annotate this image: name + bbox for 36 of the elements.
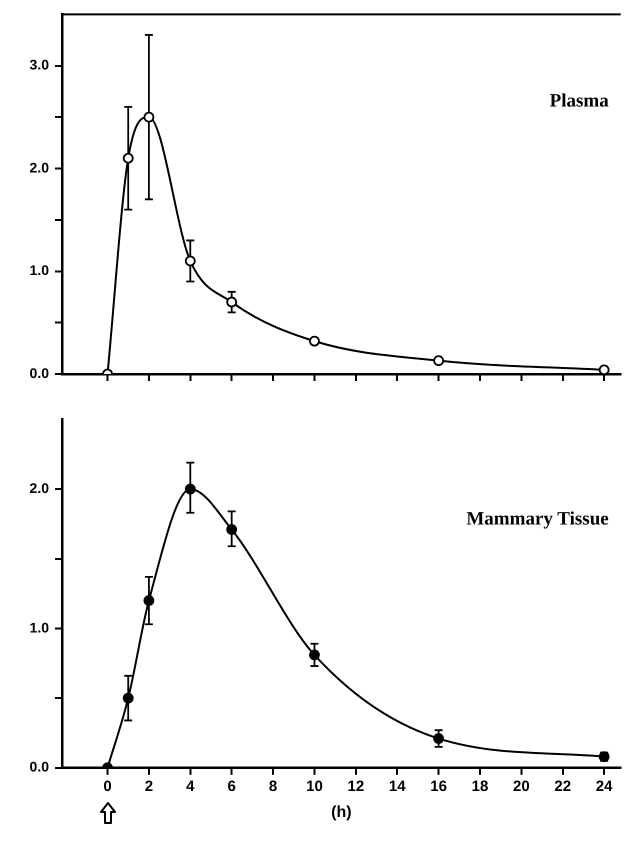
x-tick-label: 2 <box>144 778 154 795</box>
point <box>226 524 238 535</box>
point <box>309 336 320 347</box>
y-tick-label: 1.0 <box>30 262 50 278</box>
x-tick-label: 8 <box>268 778 278 795</box>
x-tick-label: 20 <box>513 778 530 795</box>
y-tick-label: 1.0 <box>30 619 50 636</box>
point <box>184 256 196 266</box>
y-tick-label: 0.0 <box>30 758 50 775</box>
point <box>144 595 154 606</box>
x-tick-label: 24 <box>596 778 614 795</box>
y-tick-label: 3.0 <box>30 56 50 73</box>
point <box>433 733 444 744</box>
point <box>122 152 134 164</box>
y-tick-label: 2.0 <box>30 159 50 176</box>
point <box>598 364 610 374</box>
x-tick-label: 16 <box>430 778 447 795</box>
text: Mammary Tissue <box>466 508 609 530</box>
point <box>309 650 320 660</box>
x-tick-label: 10 <box>306 778 323 795</box>
x-axis-title: (h) <box>331 804 352 821</box>
text: Plasma <box>550 90 610 112</box>
x-tick-label: 6 <box>228 778 236 795</box>
y-tick-label: 2.0 <box>30 480 50 496</box>
x-tick-label: 4 <box>186 778 196 795</box>
point <box>226 296 238 308</box>
y-tick-label: 0.0 <box>30 364 50 381</box>
x-tick-label: 0 <box>103 778 112 795</box>
point <box>433 355 444 366</box>
x-tick-label: 18 <box>472 778 488 795</box>
x-tick-label: 12 <box>347 778 364 795</box>
point <box>184 484 196 494</box>
x-tick-label: 14 <box>388 778 406 795</box>
point <box>122 692 134 704</box>
point <box>144 112 154 123</box>
x-tick-label: 22 <box>554 778 572 795</box>
